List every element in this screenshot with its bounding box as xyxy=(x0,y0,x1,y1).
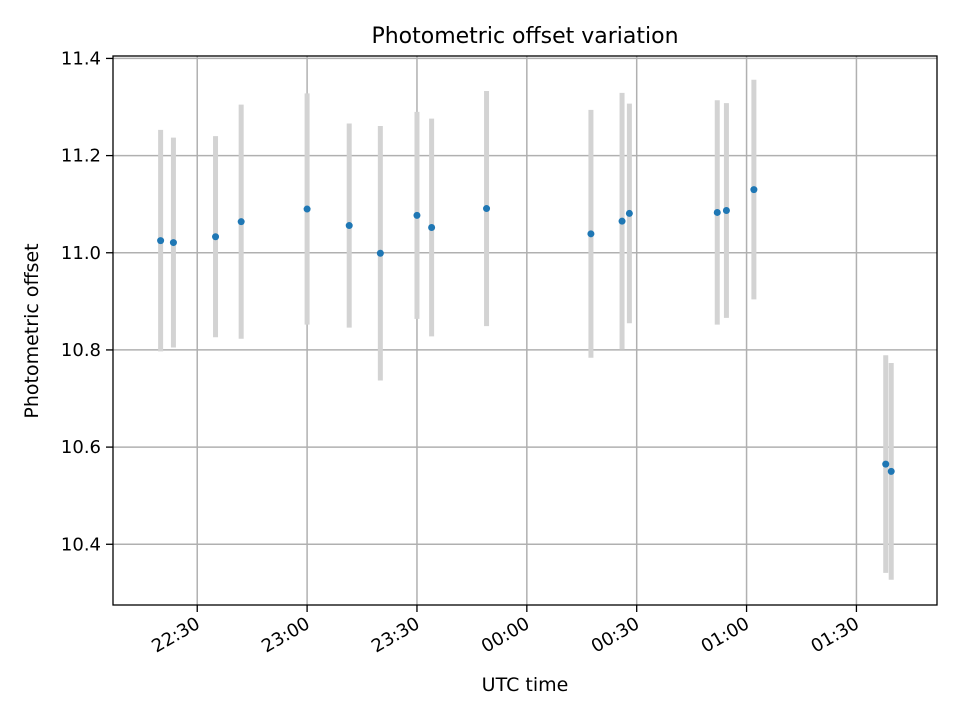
data-point xyxy=(428,224,436,232)
data-point xyxy=(750,186,758,194)
data-point xyxy=(303,205,311,213)
data-point xyxy=(887,467,895,475)
data-point xyxy=(376,249,384,257)
data-point xyxy=(882,460,890,468)
data-point xyxy=(722,206,730,214)
data-point xyxy=(212,233,220,241)
y-tick-label: 11.2 xyxy=(61,146,101,167)
y-tick-label: 10.6 xyxy=(61,437,101,458)
x-axis-label: UTC time xyxy=(482,674,569,696)
data-point xyxy=(413,211,421,219)
data-point xyxy=(625,209,633,217)
data-point xyxy=(169,239,177,247)
y-tick-label: 10.4 xyxy=(61,534,101,555)
data-point xyxy=(618,217,626,225)
chart-title: Photometric offset variation xyxy=(371,24,678,49)
grid-lines xyxy=(113,56,937,605)
y-tick-label: 11.0 xyxy=(61,243,101,264)
data-point xyxy=(237,218,245,226)
data-point xyxy=(157,237,165,245)
y-tick-label: 10.8 xyxy=(61,340,101,361)
y-axis-ticks: 10.4 10.6 10.8 11.0 11.2 11.4 xyxy=(61,48,113,555)
data-point xyxy=(345,222,353,230)
data-point xyxy=(587,230,595,238)
plot-frame xyxy=(112,55,938,606)
data-point xyxy=(483,205,491,213)
data-points xyxy=(157,186,895,475)
y-tick-label: 11.4 xyxy=(61,48,101,69)
y-axis-label: Photometric offset xyxy=(21,243,43,418)
data-point xyxy=(713,208,721,216)
